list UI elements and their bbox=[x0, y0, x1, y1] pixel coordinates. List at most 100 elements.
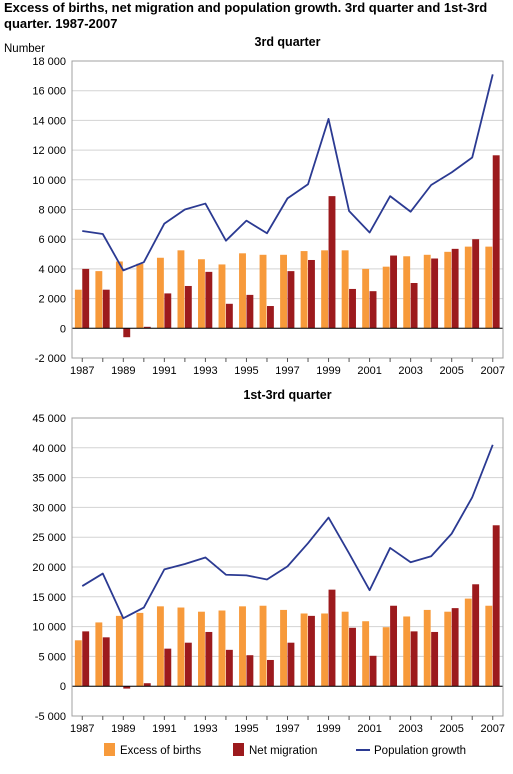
bar-births-1996 bbox=[259, 254, 267, 329]
x-tick-label: 1999 bbox=[316, 365, 340, 377]
bar-births-1989 bbox=[115, 261, 123, 329]
bar-migration-1992 bbox=[184, 642, 192, 687]
bar-migration-1990 bbox=[143, 683, 151, 687]
bar-migration-1992 bbox=[184, 285, 192, 329]
bar-births-2005 bbox=[444, 251, 452, 329]
panel-title: 3rd quarter bbox=[255, 35, 321, 49]
bar-births-2007 bbox=[485, 605, 493, 687]
x-tick-label: 1989 bbox=[111, 723, 135, 735]
x-tick-label: 2007 bbox=[480, 723, 504, 735]
y-tick-label: 35 000 bbox=[32, 473, 66, 485]
panel-title: 1st-3rd quarter bbox=[243, 388, 331, 402]
x-tick-label: 1999 bbox=[316, 723, 340, 735]
bar-migration-1993 bbox=[205, 271, 213, 329]
bar-migration-2005 bbox=[451, 608, 459, 687]
bar-migration-2006 bbox=[472, 584, 480, 687]
bar-migration-2004 bbox=[431, 258, 439, 329]
y-tick-label: 2 000 bbox=[38, 294, 66, 306]
bar-migration-2007 bbox=[492, 525, 500, 687]
x-tick-label: 2003 bbox=[398, 365, 422, 377]
bar-births-1997 bbox=[280, 609, 287, 687]
y-tick-label: 12 000 bbox=[32, 145, 66, 157]
chart-panel-3rd-quarter: 3rd quarter Number -2 000 0 2 000 4 000 6 000 8… bbox=[4, 35, 505, 377]
bar-births-2001 bbox=[362, 268, 370, 329]
x-tick-label: 2001 bbox=[357, 723, 381, 735]
y-tick-label: 6 000 bbox=[38, 234, 66, 246]
bar-births-2007 bbox=[485, 246, 493, 329]
bar-births-2002 bbox=[382, 627, 390, 687]
bar-migration-1999 bbox=[328, 196, 336, 329]
bar-migration-2001 bbox=[369, 655, 377, 687]
bar-migration-1999 bbox=[328, 589, 336, 687]
y-tick-label: 18 000 bbox=[32, 56, 66, 68]
x-tick-label: 1995 bbox=[234, 723, 258, 735]
bar-migration-2002 bbox=[390, 255, 398, 329]
bar-births-1998 bbox=[300, 613, 308, 687]
x-tick-label: 1993 bbox=[193, 365, 217, 377]
bar-migration-1988 bbox=[102, 289, 110, 329]
bar-migration-1995 bbox=[246, 655, 254, 687]
y-tick-label: 10 000 bbox=[32, 175, 66, 187]
bar-births-1998 bbox=[300, 251, 308, 329]
bar-migration-1994 bbox=[225, 649, 233, 687]
bar-births-1993 bbox=[198, 259, 205, 329]
y-tick-label: 0 bbox=[60, 681, 66, 693]
bar-migration-1994 bbox=[225, 303, 233, 329]
bar-migration-1987 bbox=[82, 268, 90, 329]
y-tick-label: 4 000 bbox=[38, 264, 66, 276]
bar-births-1987 bbox=[74, 640, 82, 687]
bar-births-1995 bbox=[239, 253, 246, 329]
bar-births-2000 bbox=[341, 611, 349, 687]
x-tick-label: 1989 bbox=[111, 365, 135, 377]
figure-title: Excess of births, net migration and popu… bbox=[4, 0, 488, 31]
legend-label-births: Excess of births bbox=[120, 745, 201, 757]
bar-migration-2001 bbox=[369, 291, 377, 329]
bar-births-1995 bbox=[239, 606, 246, 687]
x-tick-label: 2003 bbox=[398, 723, 422, 735]
line-growth bbox=[82, 74, 494, 272]
bar-migration-1990 bbox=[143, 326, 151, 329]
bar-births-1987 bbox=[74, 289, 82, 329]
legend-swatch-migration bbox=[233, 743, 244, 756]
bar-births-2006 bbox=[464, 246, 472, 329]
bar-migration-1989 bbox=[123, 686, 131, 689]
bar-migration-2000 bbox=[349, 627, 356, 687]
bar-migration-1991 bbox=[164, 293, 172, 329]
bar-births-1990 bbox=[136, 612, 144, 687]
x-tick-label: 1987 bbox=[70, 365, 94, 377]
y-tick-label: 15 000 bbox=[32, 592, 66, 604]
bar-migration-2003 bbox=[410, 631, 418, 687]
x-tick-label: 1991 bbox=[152, 723, 176, 735]
x-tick-label: 1991 bbox=[152, 365, 176, 377]
bar-births-2004 bbox=[423, 609, 431, 687]
bar-migration-1995 bbox=[246, 294, 254, 329]
bar-migration-2006 bbox=[472, 239, 480, 329]
bar-migration-1998 bbox=[308, 615, 315, 687]
bar-births-2001 bbox=[362, 621, 370, 687]
y-tick-label: -5 000 bbox=[35, 711, 66, 723]
bar-migration-1987 bbox=[82, 631, 90, 687]
bar-births-1988 bbox=[95, 271, 103, 329]
legend-label-migration: Net migration bbox=[249, 745, 317, 757]
bar-births-1991 bbox=[156, 606, 164, 687]
y-tick-label: 25 000 bbox=[32, 532, 66, 544]
y-tick-label: 40 000 bbox=[32, 443, 66, 455]
bar-births-1994 bbox=[218, 264, 226, 329]
x-tick-label: 1993 bbox=[193, 723, 217, 735]
bar-births-2003 bbox=[403, 256, 411, 329]
bar-migration-1989 bbox=[123, 328, 131, 338]
bar-migration-1991 bbox=[164, 648, 172, 687]
bar-migration-2003 bbox=[410, 283, 418, 329]
bar-migration-1996 bbox=[266, 306, 274, 329]
bar-births-2005 bbox=[444, 611, 452, 687]
bar-births-1991 bbox=[156, 257, 164, 329]
legend-label-growth: Population growth bbox=[374, 745, 466, 757]
bar-births-2006 bbox=[464, 598, 472, 687]
chart-legend: Excess of births Net migration Population … bbox=[104, 743, 466, 757]
y-tick-label: 20 000 bbox=[32, 562, 66, 574]
bar-births-1996 bbox=[259, 605, 267, 687]
bar-births-1997 bbox=[280, 254, 287, 329]
x-tick-label: 2005 bbox=[439, 723, 463, 735]
y-tick-label: 8 000 bbox=[38, 205, 66, 217]
